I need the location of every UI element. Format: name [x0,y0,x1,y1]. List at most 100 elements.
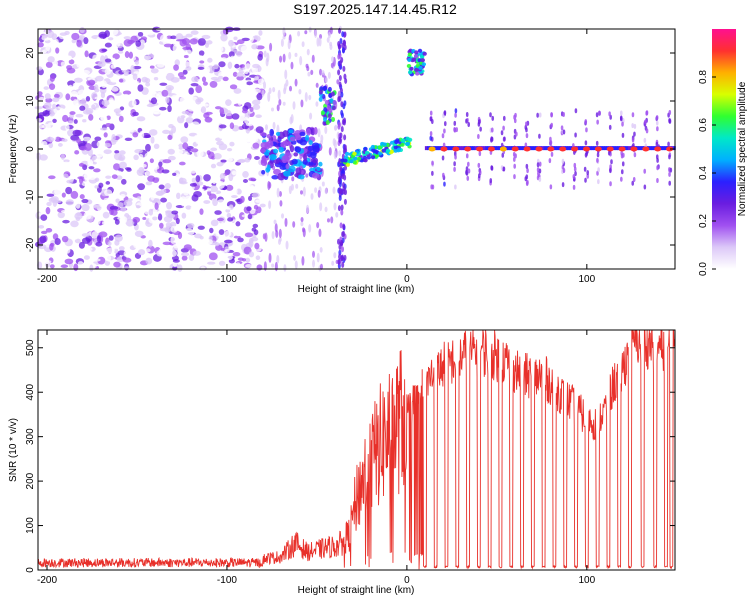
heatmap-cell [123,39,132,47]
heatmap-cell [118,246,125,251]
heatmap-cell [188,112,193,117]
heatmap-cell [172,138,181,144]
heatmap-cell [559,146,567,152]
heatmap-cell [198,55,203,59]
heatmap-cell [159,106,167,111]
heatmap-cell [43,102,52,109]
heatmap-cell [116,38,121,47]
heatmap-cell [193,191,202,198]
heatmap-cell [89,264,94,272]
heatmap-cell [59,223,67,227]
heatmap-cell [620,116,623,122]
heatmap-cell [188,166,198,174]
heatmap-cell [419,54,425,59]
heatmap-cell [248,239,254,247]
heatmap-cell [195,98,202,105]
heatmap-cell [206,261,216,265]
heatmap-cell [218,124,227,129]
heatmap-cell [179,105,188,111]
heatmap-cell [324,206,328,213]
heatmap-cell [103,197,111,202]
heatmap-cell [319,202,323,212]
heatmap-cell [307,145,314,152]
heatmap-cell [243,68,249,74]
heatmap-cell [609,168,612,174]
heatmap-cell [115,170,123,175]
heatmap-cell [207,151,215,160]
heatmap-cell [175,192,181,200]
heatmap-cell [285,240,289,250]
heatmap-cell [332,99,337,105]
spectrogram-y-axis-label: Frequency (Hz) [8,115,19,184]
heatmap-cell [414,50,419,55]
heatmap-cell [226,147,233,152]
heatmap-cell [341,261,345,268]
heatmap-cell [194,104,199,108]
x-tick-label: 100 [578,274,595,285]
heatmap-cell [276,104,280,112]
heatmap-cell [184,200,190,205]
heatmap-cell [281,213,285,219]
heatmap-cell [268,252,272,263]
heatmap-cell [122,113,131,118]
heatmap-cell [571,146,579,152]
heatmap-cell [185,117,194,124]
heatmap-cell [329,98,334,104]
heatmap-cell [250,171,260,180]
heatmap-cell [289,85,293,92]
colorbar-tick-label: 0.0 [698,262,709,276]
heatmap-cell [114,239,120,246]
heatmap-cell [644,119,647,125]
heatmap-cell [215,41,221,47]
heatmap-cell [453,166,456,172]
heatmap-cell [61,235,69,243]
heatmap-cell [84,50,89,58]
heatmap-cell [272,121,276,130]
heatmap-cell [63,173,69,178]
heatmap-cell [584,119,588,125]
heatmap-cell [156,63,165,68]
heatmap-cell [593,146,596,151]
heatmap-cell [145,49,152,55]
heatmap-cell [338,195,342,202]
heatmap-cell [101,48,108,52]
heatmap-cell [620,150,623,156]
heatmap-cell [134,60,140,65]
heatmap-cell [169,60,174,65]
heatmap-cell [94,96,104,100]
heatmap-cell [285,163,290,170]
heatmap-cell [118,224,126,230]
snr-x-axis-label: Height of straight line (km) [298,585,415,596]
heatmap-cell [340,56,344,63]
heatmap-cell [110,224,119,232]
heatmap-cell [68,59,75,65]
heatmap-cell [270,107,274,112]
spectrogram-x-axis-label: Height of straight line (km) [298,284,415,295]
heatmap-cell [246,137,251,143]
heatmap-cell [440,146,448,152]
heatmap-cell [171,125,177,134]
heatmap-cell [338,95,342,102]
heatmap-cell [112,182,119,190]
heatmap-cell [251,99,261,106]
heatmap-cell [232,245,238,252]
heatmap-cell [162,159,172,164]
heatmap-cell [130,65,135,73]
heatmap-cell [87,74,94,78]
heatmap-cell [134,230,144,237]
heatmap-cell [68,84,73,92]
heatmap-cell [631,112,635,118]
heatmap-cell [343,158,348,163]
heatmap-cell [187,222,195,229]
heatmap-cell [442,142,446,148]
heatmap-cell [620,176,623,182]
heatmap-cell [325,120,330,126]
heatmap-cell [668,180,672,186]
heatmap-cell [314,187,318,193]
heatmap-cell [203,200,211,204]
heatmap-cell [166,194,172,199]
heatmap-cell [565,146,568,151]
heatmap-cell [337,258,341,265]
heatmap-cell [337,41,341,48]
heatmap-cell [252,63,260,69]
